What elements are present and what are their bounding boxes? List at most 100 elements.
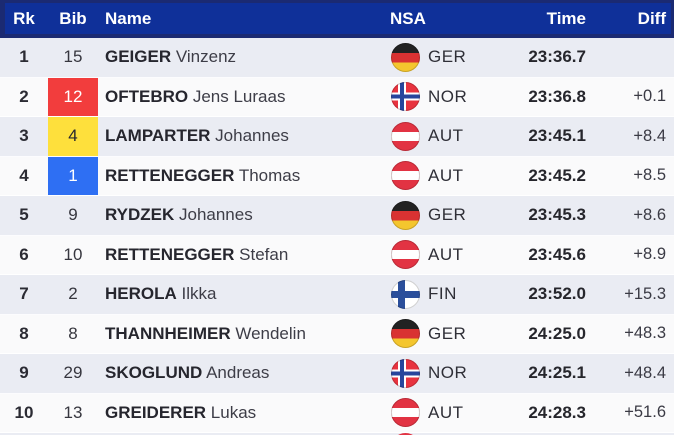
table-row[interactable]: 5 9 RYDZEK Johannes GER 23:45.3 +8.6	[0, 196, 674, 236]
last-name: THANNHEIMER	[105, 323, 231, 343]
first-name: Jens Luraas	[188, 86, 286, 106]
country-flag-icon	[390, 398, 428, 428]
diff-value: +8.9	[633, 245, 666, 264]
last-name: OFTEBRO	[105, 86, 189, 106]
col-header-name: Name	[105, 9, 152, 28]
table-row[interactable]: 8 8 THANNHEIMER Wendelin GER 24:25.0 +48…	[0, 314, 674, 354]
table-row[interactable]: 7 2 HEROLA Ilkka FIN 23:52.0 +15.3	[0, 275, 674, 315]
nsa-code: AUT	[428, 126, 464, 146]
athlete-name: GREIDERER Lukas	[98, 403, 390, 423]
time-value: 23:45.3	[528, 205, 586, 225]
first-name: Ilkka	[176, 284, 217, 304]
athlete-name: GEIGER Vinzenz	[98, 47, 390, 67]
last-name: RYDZEK	[105, 205, 175, 225]
diff-value: +8.6	[633, 205, 666, 224]
time-value: 23:36.7	[528, 47, 586, 67]
country-flag-icon	[390, 200, 428, 230]
table-row[interactable]: 10 13 GREIDERER Lukas AUT 24:28.3 +51.6	[0, 393, 674, 433]
first-name: Andreas	[202, 363, 270, 383]
bib-number: 4	[68, 126, 78, 146]
rank-value: 5	[19, 205, 29, 225]
first-name: Vinzenz	[171, 47, 237, 67]
time-value: 24:25.0	[528, 323, 586, 343]
last-name: SKOGLUND	[105, 363, 203, 383]
country-flag-icon	[390, 161, 428, 191]
table-row[interactable]: 6 10 RETTENEGGER Stefan AUT 23:45.6 +8.9	[0, 235, 674, 275]
bib-number: 2	[68, 284, 78, 304]
time-value: 24:25.1	[528, 363, 586, 383]
diff-value: +0.1	[633, 87, 666, 106]
table-row[interactable]: 1 15 GEIGER Vinzenz GER 23:36.7	[0, 38, 674, 78]
bib-number: 9	[68, 205, 78, 225]
bib-cell: 9	[48, 196, 98, 235]
nsa-code: GER	[428, 205, 467, 225]
first-name: Thomas	[234, 165, 301, 185]
diff-value: +8.5	[633, 166, 666, 185]
table-row[interactable]: 3 4 LAMPARTER Johannes AUT 23:45.1 +8.4	[0, 117, 674, 157]
nsa-code: AUT	[428, 165, 464, 185]
col-header-time: Time	[546, 9, 586, 28]
bib-cell: 1	[48, 156, 98, 195]
time-value: 23:45.6	[528, 244, 586, 264]
rank-value: 9	[19, 363, 29, 383]
country-flag-icon	[390, 121, 428, 151]
rank-value: 8	[19, 323, 29, 343]
athlete-name: HEROLA Ilkka	[98, 284, 390, 304]
country-flag-icon	[390, 358, 428, 388]
bib-cell: 12	[48, 77, 98, 116]
first-name: Johannes	[210, 126, 289, 146]
bib-number: 15	[63, 47, 83, 67]
col-header-diff: Diff	[637, 9, 666, 28]
bib-number: 12	[63, 86, 83, 106]
table-row[interactable]: 4 1 RETTENEGGER Thomas AUT 23:45.2 +8.5	[0, 156, 674, 196]
bib-cell: 4	[48, 117, 98, 156]
col-header-nsa: NSA	[390, 9, 426, 28]
rank-value: 10	[14, 402, 34, 422]
first-name: Johannes	[174, 205, 253, 225]
athlete-name: RETTENEGGER Thomas	[98, 166, 390, 186]
bib-number: 1	[68, 165, 78, 185]
athlete-name: SKOGLUND Andreas	[98, 363, 390, 383]
diff-value: +51.6	[624, 403, 666, 422]
col-header-rank: Rk	[13, 9, 35, 28]
first-name: Lukas	[206, 402, 257, 422]
athlete-name: RETTENEGGER Stefan	[98, 245, 390, 265]
rank-value: 2	[19, 86, 29, 106]
diff-value: +15.3	[624, 284, 666, 303]
nsa-code: GER	[428, 47, 467, 67]
rank-value: 6	[19, 244, 29, 264]
country-flag-icon	[390, 240, 428, 270]
last-name: LAMPARTER	[105, 126, 211, 146]
rank-value: 3	[19, 126, 29, 146]
nsa-code: AUT	[428, 244, 464, 264]
nsa-code: GER	[428, 323, 467, 343]
table-header: Rk Bib Name NSA Time Diff	[0, 0, 674, 38]
first-name: Wendelin	[230, 323, 306, 343]
rank-value: 1	[19, 47, 29, 67]
athlete-name: LAMPARTER Johannes	[98, 126, 390, 146]
bib-number: 13	[63, 402, 83, 422]
diff-value: +48.4	[624, 363, 666, 382]
first-name: Stefan	[234, 244, 289, 264]
bib-number: 29	[63, 363, 83, 383]
country-flag-icon	[390, 279, 428, 309]
table-row[interactable]: 2 12 OFTEBRO Jens Luraas NOR 23:36.8 +0.…	[0, 77, 674, 117]
diff-value: +8.4	[633, 126, 666, 145]
country-flag-icon	[390, 42, 428, 72]
nsa-code: FIN	[428, 284, 457, 304]
bib-cell: 15	[48, 38, 98, 77]
nsa-code: NOR	[428, 86, 468, 106]
table-body: 1 15 GEIGER Vinzenz GER 23:36.7 2 12 OFT…	[0, 38, 674, 433]
col-header-bib: Bib	[59, 9, 87, 28]
last-name: RETTENEGGER	[105, 244, 235, 264]
partial-next-row	[0, 433, 674, 435]
partial-flag-icon	[391, 433, 420, 435]
last-name: HEROLA	[105, 284, 177, 304]
time-value: 24:28.3	[528, 402, 586, 422]
time-value: 23:45.2	[528, 165, 586, 185]
rank-value: 4	[19, 165, 29, 185]
bib-cell: 10	[48, 236, 98, 275]
bib-number: 10	[63, 244, 83, 264]
table-row[interactable]: 9 29 SKOGLUND Andreas NOR 24:25.1 +48.4	[0, 354, 674, 394]
time-value: 23:52.0	[528, 284, 586, 304]
